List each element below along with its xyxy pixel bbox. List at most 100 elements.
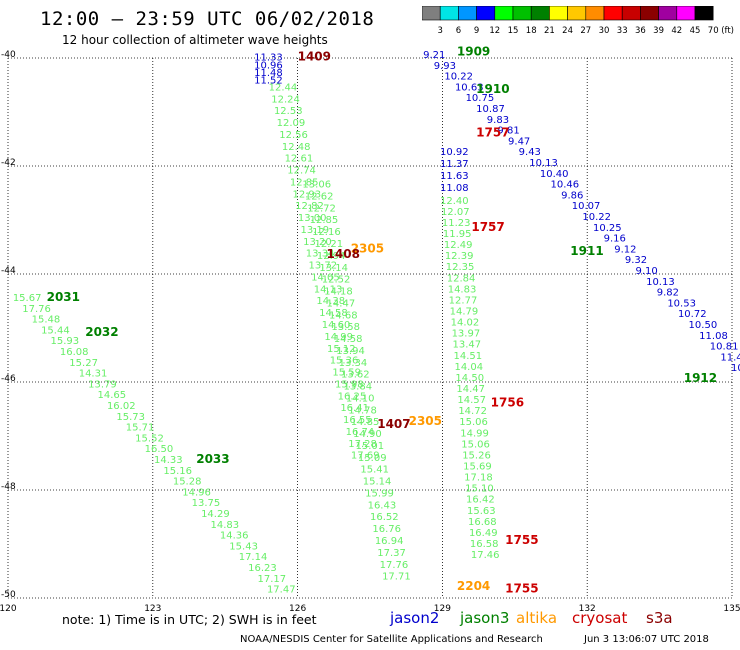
wave-height-value: 15.59 xyxy=(332,368,361,379)
wave-height-value: 16.02 xyxy=(107,401,136,412)
wave-height-color-legend: 3 6 9 12 15 18 21 24 27 30 33 36 39 42 45 70 (ft) xyxy=(422,6,734,36)
wave-height-value: 13.34 xyxy=(306,249,335,260)
wave-height-value: 15.44 xyxy=(41,325,70,336)
wave-height-value: 14.31 xyxy=(79,369,108,380)
wave-height-value: 11.95 xyxy=(443,229,472,240)
wave-height-value: 14.50 xyxy=(455,373,484,384)
wave-height-value: 12.74 xyxy=(287,166,316,177)
map-subtitle: 12 hour collection of altimeter wave hei… xyxy=(62,33,328,47)
wave-height-value: 15.36 xyxy=(330,356,359,367)
wave-height-value: 16.76 xyxy=(372,524,401,535)
lat-tick-label: -48 xyxy=(1,482,16,492)
wave-height-value: 12.39 xyxy=(445,251,474,262)
track-pass-label: 1757 xyxy=(476,125,509,139)
wave-height-value: 10.07 xyxy=(572,201,601,212)
wave-height-value: 16.55 xyxy=(343,415,372,426)
wave-height-value: 12.24 xyxy=(271,94,300,105)
wave-height-value: 11.48 xyxy=(254,68,283,79)
lon-tick-label: 126 xyxy=(289,604,306,614)
wave-height-value: 13.19 xyxy=(300,225,329,236)
wave-height-value: 10.25 xyxy=(593,223,622,234)
wave-height-value: 15.28 xyxy=(173,477,202,488)
wave-height-value: 15.09 xyxy=(358,453,387,464)
wave-height-value: 14.85 xyxy=(351,417,380,428)
wave-height-value: 10.22 xyxy=(444,72,473,83)
legend-tick-label: 15 xyxy=(508,26,519,36)
wave-height-value: 17.47 xyxy=(267,585,296,596)
wave-height-value: 12.61 xyxy=(285,154,314,165)
wave-height-value: 16.43 xyxy=(368,500,397,511)
map-title: 12:00 — 23:59 UTC 06/02/2018 xyxy=(40,8,375,30)
lon-tick-label: 129 xyxy=(434,604,451,614)
wave-height-value: 14.18 xyxy=(324,287,353,298)
wave-height-value: 9.12 xyxy=(614,244,636,255)
wave-height-value: 13.72 xyxy=(308,261,337,272)
wave-height-value: 15.73 xyxy=(116,412,145,423)
wave-height-value: 13.47 xyxy=(453,340,482,351)
wave-height-value: 14.78 xyxy=(348,405,377,416)
track-pass-label: 1408 xyxy=(327,247,360,261)
lon-tick-label: 132 xyxy=(579,604,596,614)
wave-height-value: 15.06 xyxy=(459,417,488,428)
wave-height-value: 13.94 xyxy=(336,346,365,357)
wave-height-value: 12.09 xyxy=(277,118,306,129)
wave-height-value: 14.04 xyxy=(454,362,483,373)
wave-height-value: 13.06 xyxy=(302,180,331,191)
wave-height-value: 15.52 xyxy=(135,433,164,444)
legend-tick-label: 9 xyxy=(474,26,479,36)
wave-height-value: 10.72 xyxy=(678,309,707,320)
wave-height-value: 10.63 xyxy=(455,82,484,93)
wave-height-value: 9.83 xyxy=(487,115,509,126)
wave-height-value: 14.51 xyxy=(454,351,483,362)
wave-height-value: 14.29 xyxy=(201,509,230,520)
wave-height-value: 13.34 xyxy=(339,358,368,369)
lat-tick-label: -46 xyxy=(1,374,16,384)
wave-height-value: 13.62 xyxy=(341,370,370,381)
wave-height-value: 14.79 xyxy=(450,307,479,318)
track-pass-label: 1909 xyxy=(457,44,490,58)
track-pass-label: 1407 xyxy=(377,417,410,431)
wave-height-value: 15.14 xyxy=(363,477,392,488)
generated-timestamp: Jun 3 13:06:07 UTC 2018 xyxy=(584,634,709,645)
wave-height-value: 14.05 xyxy=(311,272,340,283)
legend-tick-label: 24 xyxy=(562,26,573,36)
track-pass-label: 2204 xyxy=(457,579,490,593)
wave-height-value: 15.26 xyxy=(462,450,491,461)
wave-height-value: 15.10 xyxy=(465,484,494,495)
wave-height-value: 10.81 xyxy=(710,342,739,353)
wave-height-value: 12.16 xyxy=(312,227,341,238)
wave-height-value: 12.52 xyxy=(322,275,351,286)
wave-height-value: 14.58 xyxy=(319,308,348,319)
wave-height-value: 12.77 xyxy=(449,295,478,306)
wave-height-value: 10.46 xyxy=(551,180,580,191)
satellite-legend-altika: altika xyxy=(516,609,558,627)
lat-tick-label: -42 xyxy=(1,158,16,168)
track-pass-label: 1409 xyxy=(298,50,331,64)
wave-height-value: 14.60 xyxy=(322,320,351,331)
wave-height-value: 17.76 xyxy=(380,560,409,571)
wave-height-value: 15.98 xyxy=(335,379,364,390)
wave-height-value: 12.72 xyxy=(307,203,336,214)
legend-tick-label: 3 xyxy=(437,26,442,36)
wave-height-value: 11.63 xyxy=(440,171,469,182)
legend-unit: (ft) xyxy=(721,26,734,36)
wave-height-value: 12.56 xyxy=(279,130,308,141)
wave-height-value: 11.08 xyxy=(440,183,469,194)
legend-tick-label: 42 xyxy=(671,26,682,36)
legend-tick-label: 39 xyxy=(653,26,664,36)
wave-height-value: 9.10 xyxy=(635,266,657,277)
wave-height-value: 15.01 xyxy=(356,441,385,452)
track-pass-label: 1911 xyxy=(570,244,603,258)
wave-height-value: 10.53 xyxy=(667,298,696,309)
track-pass-label: 1910 xyxy=(476,82,509,96)
legend-tick-label: 36 xyxy=(635,26,646,36)
wave-height-value: 16.74 xyxy=(346,427,375,438)
wave-height-value: 14.99 xyxy=(324,332,353,343)
wave-height-value: 17.71 xyxy=(382,572,411,583)
wave-height-value: 12.07 xyxy=(441,207,470,218)
wave-height-value: 10.22 xyxy=(582,212,611,223)
wave-height-value: 9.43 xyxy=(519,147,541,158)
wave-height-value: 16.52 xyxy=(370,512,399,523)
wave-height-value: 13.79 xyxy=(88,379,117,390)
wave-height-value: 16.49 xyxy=(469,528,498,539)
